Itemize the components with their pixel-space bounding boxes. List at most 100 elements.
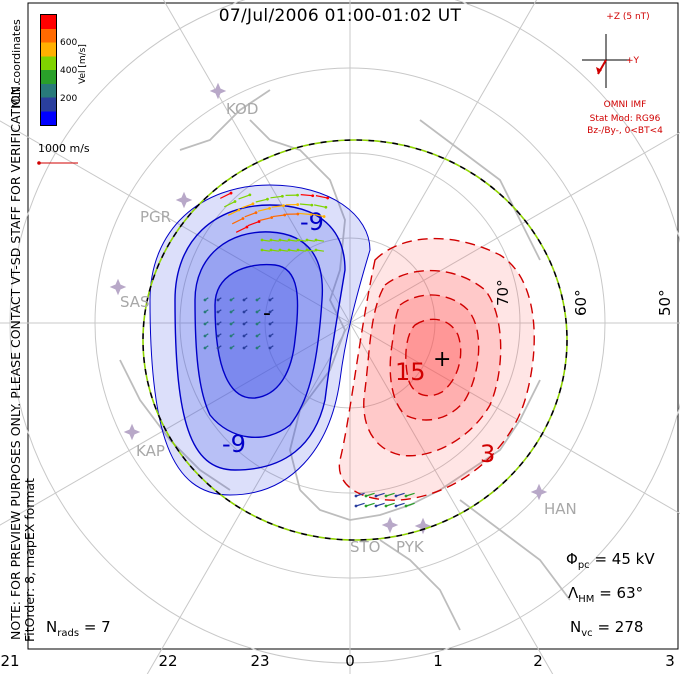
latitude-label-70: 70°	[494, 279, 512, 306]
velocity-vector	[297, 249, 306, 252]
velocity-vector	[243, 345, 248, 349]
velocity-vector	[230, 345, 235, 349]
mlt-tick-2: 2	[533, 652, 543, 670]
velocity-vector	[269, 333, 274, 337]
velocity-vector	[204, 345, 209, 349]
velocity-vector	[256, 321, 261, 325]
velocity-vector	[256, 297, 261, 301]
velocity-vector	[299, 212, 312, 216]
mlt-meridian	[349, 131, 680, 324]
radar-site-marker	[123, 423, 141, 441]
radar-site-marker	[381, 516, 399, 534]
imf-y-label: +Y	[626, 56, 640, 66]
mlt-meridian	[349, 322, 554, 674]
velocity-vector	[261, 239, 270, 242]
velocity-vector	[365, 492, 375, 497]
velocity-vector	[217, 297, 222, 301]
velocity-vector	[314, 204, 327, 208]
colorbar-tick-600: 600	[60, 38, 78, 48]
velocity-vector	[204, 297, 209, 301]
velocity-vector	[297, 239, 306, 242]
contour-label-3: 3	[480, 440, 495, 468]
mlt-meridian	[349, 0, 538, 324]
scale-vector-arrow	[37, 161, 78, 165]
coastline	[179, 89, 271, 151]
colorbar-tick-400: 400	[60, 66, 78, 76]
velocity-vector	[217, 321, 222, 325]
velocity-vector	[299, 203, 312, 206]
velocity-vector	[279, 239, 288, 242]
mlt-tick-3: 3	[665, 652, 675, 670]
latitude-label-50: 50°	[656, 289, 674, 316]
velocity-vector	[230, 321, 235, 325]
nrads-value: = 7	[83, 618, 111, 636]
velocity-vector	[385, 502, 395, 507]
velocity-vector	[271, 205, 284, 208]
site-label-kap: KAP	[136, 442, 165, 460]
velocity-vector	[395, 502, 405, 507]
phi-value: = 45 kV	[594, 550, 655, 568]
note-prefix: NOTE:	[8, 601, 23, 640]
fitorder-label: FitOrder: 8, mapEX format	[22, 478, 37, 642]
velocity-vector	[355, 502, 365, 507]
velocity-vector	[235, 226, 248, 233]
contour-label-neg9-bottom: -9	[222, 430, 246, 458]
potential-minimum-marker: -	[263, 301, 271, 326]
note-text: FOR PREVIEW PURPOSES ONLY. PLEASE CONTAC…	[8, 81, 23, 598]
lambda-symbol: Λ	[568, 584, 579, 602]
velocity-vector	[243, 321, 248, 325]
colorbar-tick-200: 200	[60, 94, 78, 104]
imf-clock-dial	[582, 34, 630, 88]
stat-model: Stat Mod: RG96	[589, 114, 661, 124]
contour-label-neg9-top: -9	[300, 208, 324, 236]
velocity-vector	[220, 192, 232, 199]
velocity-vector	[204, 333, 209, 337]
velocity-vector	[270, 249, 279, 252]
velocity-vector	[243, 297, 248, 301]
radar-site-marker	[414, 517, 432, 535]
mlt-meridian	[162, 0, 351, 324]
velocity-vector	[269, 297, 274, 301]
nvc-value: = 278	[597, 618, 644, 636]
heppner-maynard-boundary-line	[142, 139, 568, 541]
velocity-vector	[257, 207, 270, 212]
velocity-vector	[230, 297, 235, 301]
mlt-tick-21: 21	[0, 652, 20, 670]
velocity-colorbar	[40, 14, 57, 126]
mlt-tick-23: 23	[250, 652, 270, 670]
velocity-vector	[255, 198, 268, 203]
site-label-pyk: PYK	[396, 538, 424, 556]
velocity-vector	[223, 201, 236, 208]
positive-potential-contour	[338, 237, 535, 501]
nvc-symbol: N	[570, 618, 582, 636]
velocity-vector	[279, 249, 288, 252]
velocity-vector	[217, 345, 222, 349]
vector-count: Nvc = 278	[570, 618, 644, 639]
verification-note: NOTE: FOR PREVIEW PURPOSES ONLY. PLEASE …	[8, 82, 23, 640]
velocity-vector	[230, 309, 235, 313]
velocity-vector	[217, 309, 222, 313]
velocity-vector	[231, 217, 244, 225]
site-label-sto: STO	[350, 538, 381, 556]
velocity-vector	[243, 309, 248, 313]
phi-subscript: pc	[577, 560, 590, 571]
velocity-vector	[375, 502, 385, 507]
velocity-vector	[355, 492, 365, 497]
radar-site-marker	[530, 483, 548, 501]
negative-potential-contour	[214, 263, 299, 399]
velocity-vector	[315, 239, 324, 242]
imf-condition: Bz-/By-, 0<BT<4	[587, 126, 663, 136]
radar-site-marker	[209, 82, 227, 100]
latitude-label-60: 60°	[572, 289, 590, 316]
velocity-vector	[269, 321, 274, 325]
contour-label-15: 15	[395, 358, 426, 386]
nrads-subscript: rads	[57, 628, 80, 639]
coastline	[459, 499, 571, 601]
velocity-vector	[300, 194, 313, 197]
velocity-vector	[238, 194, 251, 200]
mlt-tick-22: 22	[158, 652, 178, 670]
velocity-vector	[256, 309, 261, 313]
positive-potential-contour	[363, 269, 502, 457]
radar-site-marker	[109, 278, 127, 296]
